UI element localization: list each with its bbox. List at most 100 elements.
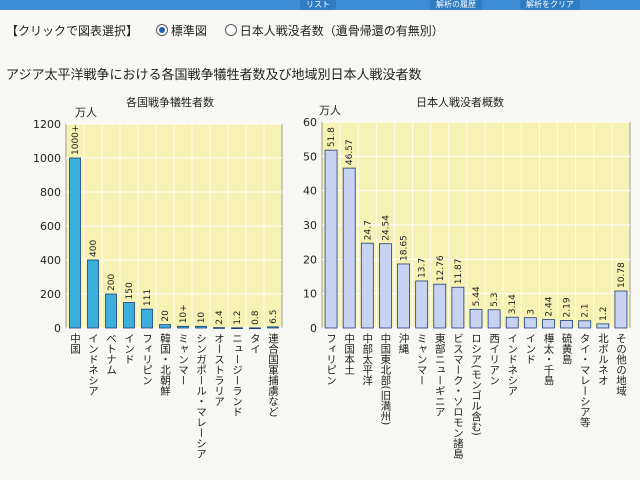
- left-bar: [69, 157, 81, 329]
- right-bar: [433, 283, 447, 329]
- right-data-label: 51.8: [327, 127, 337, 147]
- left-data-label: 10+: [179, 304, 189, 323]
- left-bar: [159, 324, 171, 329]
- right-bar: [614, 290, 628, 329]
- tab-history[interactable]: 解析の履歴: [430, 0, 482, 10]
- right-category-label: 中国本土: [343, 332, 355, 375]
- selector-prompt: 【クリックで図表選択】: [6, 24, 139, 38]
- left-data-label: 0.8: [251, 310, 261, 325]
- right-chart-title: 日本人戦没者概数: [416, 95, 504, 109]
- right-category-label: ミャンマー: [416, 333, 428, 386]
- right-bar: [560, 320, 573, 329]
- right-bar: [451, 286, 465, 329]
- right-bar: [397, 263, 410, 329]
- right-bar: [523, 317, 537, 329]
- option-standard[interactable]: 標準図: [155, 24, 211, 38]
- left-data-label: 10: [197, 312, 207, 324]
- right-bar: [505, 316, 519, 329]
- right-bar: [379, 243, 392, 329]
- left-y-tick-label: 400: [40, 254, 61, 267]
- left-category-label: インド: [123, 333, 135, 365]
- right-category-label: 樺太・千島: [542, 332, 554, 386]
- radio-selected-icon[interactable]: [155, 24, 168, 36]
- right-y-tick-label: 20: [303, 253, 317, 266]
- tab-clear[interactable]: 解析をクリア: [520, 0, 580, 10]
- left-bar: [105, 293, 117, 329]
- top-toolbar: リスト 解析の履歴 解析をクリア: [0, 0, 640, 10]
- left-data-label: 150: [125, 282, 135, 299]
- right-category-label: 北ボルネオ: [597, 333, 609, 386]
- right-category-label: 硫黄島: [561, 332, 573, 365]
- left-data-label: 20: [161, 310, 171, 322]
- left-category-label: 韓国・北朝鮮: [159, 333, 171, 397]
- right-data-label: 46.57: [345, 139, 355, 165]
- right-data-label: 12.76: [436, 255, 446, 281]
- right-category-label: その他の地域: [615, 333, 627, 396]
- tab-list[interactable]: リスト: [300, 0, 336, 10]
- right-bar: [360, 242, 374, 329]
- right-y-tick-label: 40: [303, 185, 317, 198]
- left-y-unit-label: 万人: [75, 106, 97, 119]
- left-y-tick-label: 200: [40, 288, 61, 301]
- right-category-label: フィリピン: [325, 333, 337, 386]
- right-data-label: 2.44: [544, 296, 554, 316]
- left-bar: [123, 302, 135, 329]
- right-category-label: 西イリアン: [488, 333, 500, 386]
- right-y-tick-label: 30: [303, 219, 317, 232]
- left-data-label: 111: [143, 289, 153, 306]
- right-bar: [324, 149, 338, 329]
- right-y-tick-label: 10: [303, 288, 317, 301]
- right-data-label: 5.44: [472, 286, 482, 306]
- left-category-label: オーストラリア: [213, 333, 225, 407]
- right-data-label: 5.3: [490, 292, 500, 306]
- right-data-label: 24.7: [363, 220, 373, 240]
- page-title: アジア太平洋戦争における各国戦争犠牲者数及び地域別日本人戦没者数: [6, 68, 422, 83]
- right-data-label: 10.78: [617, 262, 627, 288]
- right-bar: [415, 280, 429, 329]
- radio-unselected-icon[interactable]: [224, 24, 237, 36]
- right-category-label: ビスマーク・ソロモン諸島: [452, 333, 464, 460]
- left-bar: [213, 327, 225, 329]
- right-data-label: 3: [526, 309, 536, 315]
- left-bar: [231, 327, 243, 329]
- option-remains-label: 日本人戦没者数（遺骨帰還の有無別）: [239, 24, 444, 38]
- left-y-tick-label: 0: [54, 322, 61, 335]
- right-data-label: 13.7: [418, 258, 428, 278]
- right-bar: [469, 308, 483, 329]
- right-data-label: 24.54: [381, 215, 391, 241]
- left-y-tick-label: 1200: [33, 118, 61, 131]
- right-data-label: 1.2: [599, 307, 609, 321]
- left-data-label: 1.2: [233, 310, 243, 324]
- left-bar: [141, 308, 153, 329]
- right-category-label: 中国東北部(旧満州): [379, 332, 391, 425]
- right-data-label: 11.87: [454, 258, 464, 284]
- left-category-label: ベトナム: [105, 333, 117, 375]
- right-bar: [578, 320, 592, 329]
- left-category-label: シンガポール・マレーシア: [195, 333, 207, 459]
- option-standard-label: 標準図: [170, 24, 207, 38]
- left-chart-title: 各国戦争犠牲者数: [126, 95, 214, 109]
- left-data-label: 6.5: [269, 310, 279, 324]
- right-bar: [596, 323, 610, 329]
- left-data-label: 400: [89, 240, 99, 257]
- right-category-label: 中部太平洋: [361, 332, 373, 386]
- left-y-tick-label: 600: [40, 220, 61, 233]
- left-category-label: ミャンマー: [177, 333, 189, 386]
- right-category-label: ロシア(モンゴル含む): [470, 333, 482, 436]
- right-category-label: インド: [524, 333, 536, 365]
- left-bar: [249, 327, 261, 330]
- right-bar: [542, 319, 555, 329]
- left-category-label: フィリピン: [141, 333, 153, 386]
- right-bar: [342, 167, 356, 329]
- right-y-tick-label: 0: [310, 322, 317, 335]
- right-category-label: 東部ニューギニア: [434, 332, 446, 417]
- left-bar: [177, 325, 189, 329]
- right-data-label: 18.65: [400, 235, 410, 261]
- chart-selector: 【クリックで図表選択】 標準図 日本人戦没者数（遺骨帰還の有無別）: [6, 22, 444, 39]
- right-data-label: 2.19: [563, 297, 573, 317]
- left-category-label: 連合国軍捕虜など: [267, 332, 279, 417]
- option-remains[interactable]: 日本人戦没者数（遺骨帰還の有無別）: [224, 24, 444, 38]
- right-category-label: インドネシア: [506, 333, 518, 396]
- left-data-label: 1000+: [71, 125, 81, 155]
- right-data-label: 3.14: [508, 294, 518, 314]
